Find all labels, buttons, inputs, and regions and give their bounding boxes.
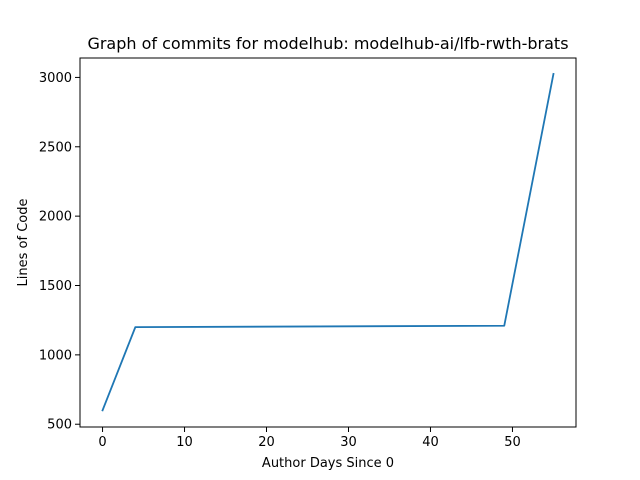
x-axis-label: Author Days Since 0 — [262, 456, 394, 471]
y-tick-label: 500 — [47, 418, 72, 433]
y-axis-ticks: 500 1000 1500 2000 2500 3000 — [39, 71, 80, 433]
y-axis-label: Lines of Code — [16, 199, 31, 287]
y-tick-label: 2500 — [39, 140, 72, 155]
x-tick-label: 50 — [504, 435, 521, 450]
y-tick-label: 3000 — [39, 71, 72, 86]
x-tick-label: 20 — [258, 435, 275, 450]
plot-background — [80, 58, 576, 427]
y-tick-label: 1500 — [39, 279, 72, 294]
y-tick-label: 2000 — [39, 210, 72, 225]
x-tick-label: 40 — [422, 435, 439, 450]
x-tick-label: 30 — [340, 435, 357, 450]
series-layer — [101, 72, 555, 412]
x-axis-ticks: 0 10 20 30 40 50 — [98, 427, 521, 450]
series-line — [101, 72, 555, 412]
plot-frame — [79, 57, 577, 428]
x-tick-label: 10 — [176, 435, 193, 450]
y-tick-label: 1000 — [39, 348, 72, 363]
chart-title: Graph of commits for modelhub: modelhub-… — [87, 34, 568, 53]
x-tick-label: 0 — [98, 435, 106, 450]
